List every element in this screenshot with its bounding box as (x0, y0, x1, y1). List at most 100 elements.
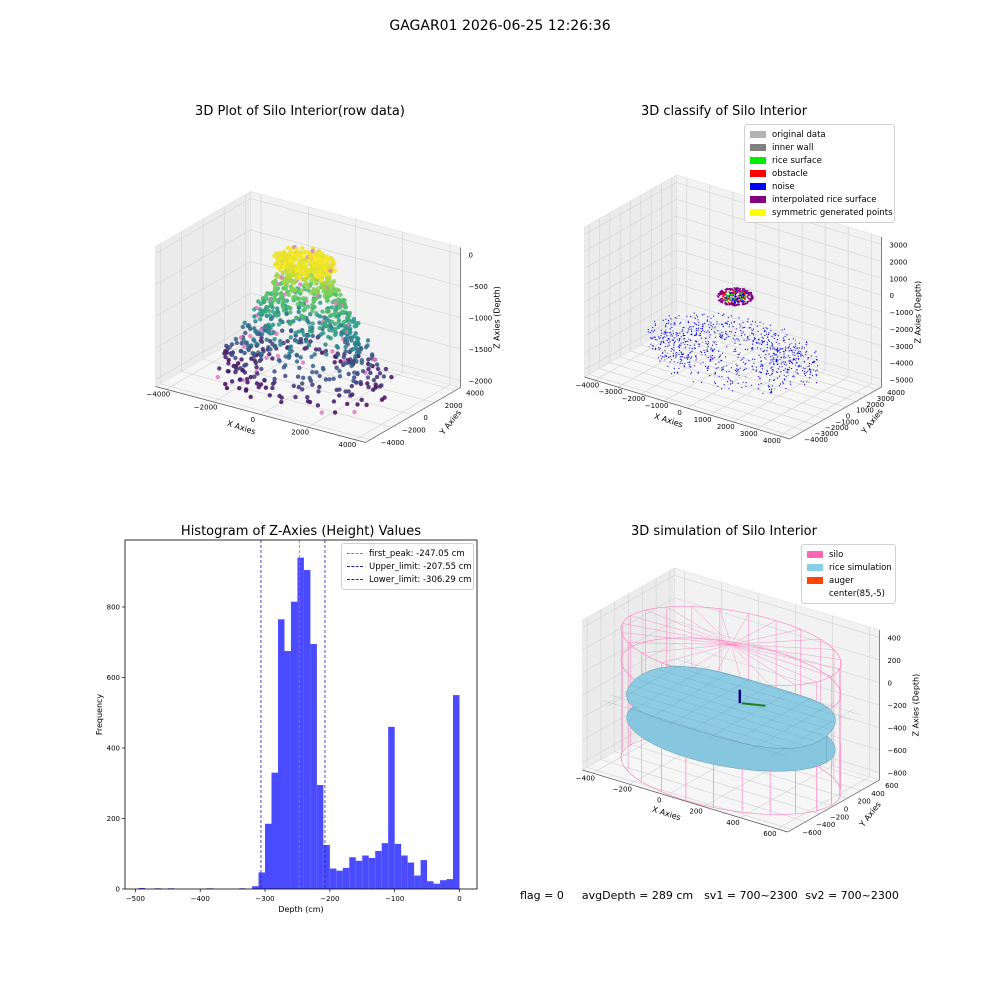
data-point (285, 339, 290, 344)
data-point (238, 377, 243, 382)
data-point (251, 351, 257, 356)
noise-point (745, 368, 747, 370)
noise-point (764, 357, 766, 359)
noise-point (695, 357, 697, 359)
noise-point (705, 340, 707, 342)
noise-point (676, 335, 678, 337)
noise-point (794, 354, 796, 356)
noise-point (753, 362, 755, 364)
data-point (280, 270, 285, 276)
data-point (287, 351, 292, 356)
noise-point (727, 320, 729, 322)
surface-point (721, 291, 724, 294)
noise-point (795, 359, 797, 361)
noise-point (718, 350, 720, 352)
noise-point (654, 324, 656, 326)
data-point (258, 317, 263, 322)
histogram-bar (368, 857, 376, 889)
surface-point (728, 302, 731, 305)
histogram-bar (323, 844, 330, 889)
data-point (238, 366, 243, 371)
noise-point (771, 385, 773, 387)
noise-point (762, 350, 764, 352)
noise-point (810, 369, 812, 371)
noise-point (695, 324, 698, 326)
data-point (365, 375, 371, 380)
noise-point (767, 336, 769, 338)
noise-point (768, 332, 770, 334)
noise-point (654, 336, 656, 338)
data-point (331, 279, 337, 284)
noise-point (809, 373, 811, 375)
data-point (345, 315, 350, 320)
noise-point (799, 351, 801, 353)
noise-point (738, 353, 740, 355)
noise-point (741, 332, 743, 334)
noise-point (732, 325, 734, 328)
noise-point (721, 323, 724, 326)
histogram-bar (329, 868, 337, 889)
noise-point (749, 334, 751, 336)
legend-entry: obstacle (750, 167, 889, 180)
simulation-legend: silo rice simulation auger center(85,-5) (801, 544, 896, 604)
noise-point (785, 364, 787, 366)
noise-point (677, 334, 680, 336)
surface-point (721, 301, 724, 304)
data-point (334, 365, 339, 370)
data-point (248, 374, 253, 380)
noise-point (709, 334, 711, 336)
noise-point (679, 332, 681, 334)
data-point (262, 378, 267, 383)
noise-point (731, 380, 733, 383)
data-point (301, 375, 306, 380)
avg-depth-value: avgDepth = 289 cm (581, 889, 694, 902)
z-tick-label: −800 (887, 770, 906, 778)
surface-point (729, 292, 732, 294)
data-point (267, 313, 272, 318)
x-tick-label: −4000 (576, 381, 600, 389)
axis-line (365, 387, 461, 443)
noise-point (817, 365, 819, 367)
noise-point (714, 327, 716, 329)
surface-point (747, 291, 749, 294)
noise-point (664, 336, 666, 338)
noise-point (649, 331, 651, 334)
noise-point (776, 349, 778, 352)
data-point (296, 253, 302, 258)
data-point (223, 381, 228, 387)
noise-point (772, 369, 774, 371)
sv2-value: sv2 = 700~2300 (805, 889, 899, 902)
noise-point (680, 344, 682, 346)
legend-entry: silo (807, 548, 890, 561)
z-tick-label: −2000 (889, 326, 913, 334)
noise-point (687, 344, 689, 346)
grid-line (582, 575, 675, 628)
grid-line (640, 344, 846, 408)
noise-point (707, 340, 709, 343)
z-tick-label: −1000 (469, 315, 493, 323)
grid-line (584, 199, 677, 252)
noise-point (765, 372, 768, 374)
noise-point (811, 374, 813, 376)
noise-point (760, 356, 762, 358)
noise-point (763, 349, 765, 351)
data-point (261, 309, 266, 314)
data-point (358, 379, 363, 385)
surface-point (738, 289, 740, 291)
data-point (259, 312, 264, 318)
data-point (286, 305, 291, 310)
data-point (377, 371, 383, 376)
data-point (252, 307, 257, 312)
noise-point (763, 340, 765, 342)
noise-point (814, 352, 816, 354)
noise-point (683, 365, 685, 367)
legend-swatch-interpolated (750, 196, 766, 203)
data-point (353, 354, 358, 359)
noise-point (783, 363, 785, 365)
noise-point (798, 364, 800, 367)
noise-point (714, 342, 716, 344)
surface-point (749, 293, 751, 296)
data-point (270, 356, 275, 361)
